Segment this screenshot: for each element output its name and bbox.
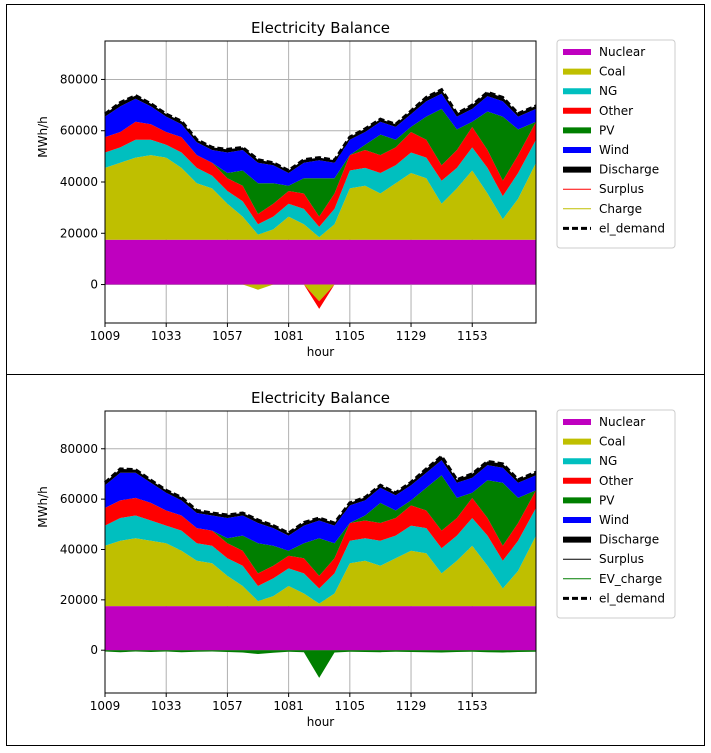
legend-label: Other [599,474,633,488]
x-tick-label: 1105 [335,329,366,343]
legend-label: Nuclear [599,45,645,59]
legend-label: NG [599,84,617,98]
legend-label: el_demand [599,591,665,605]
legend-label: Other [599,104,633,118]
x-tick-label: 1153 [457,699,488,713]
y-tick-label: 40000 [60,542,98,556]
legend-label: PV [599,493,615,507]
y-tick-label: 20000 [60,226,98,240]
x-tick-label: 1153 [457,329,488,343]
x-tick-label: 1009 [90,329,121,343]
legend-label: Discharge [599,533,659,547]
chart-svg-bottom: Electricity Balance 1009 1033 1057 1081 1105 1… [36,389,676,729]
area-ev-charge [105,650,536,678]
y-tick-label: 80000 [60,442,98,456]
el-demand-line [104,87,537,173]
area-nuclear [105,239,536,285]
area-other [105,121,536,227]
el-demand-line [103,454,537,535]
area-nuclear [105,606,536,651]
x-tick-label: 1057 [212,699,243,713]
area-ng [105,139,536,238]
legend-label: Nuclear [599,415,645,429]
area-pv [105,475,536,576]
y-axis-label: MWh/h [36,486,50,527]
chart-title: Electricity Balance [251,389,390,407]
x-tick-label: 1081 [273,699,304,713]
area-wind [105,460,536,551]
area-other [105,490,536,589]
area-surplus [105,284,536,309]
area-wind [105,93,536,186]
chart-panel-top: Electricity Balance 1009 1033 1057 1081 1105 1… [6,4,705,376]
chart-svg-top: Electricity Balance 1009 1033 1057 1081 1105 1… [36,19,676,359]
y-tick-label: 0 [90,278,98,292]
legend-label: PV [599,123,615,137]
area-coal [105,535,536,607]
x-tick-label: 1105 [335,699,366,713]
legend-label: Surplus [599,552,644,566]
legend-label: Charge [599,202,642,216]
legend-label: Coal [599,65,625,79]
chart-panel-bottom: Electricity Balance 1009 1033 1057 1081 1105 1… [6,374,705,746]
area-ng [105,507,536,604]
x-tick-label: 1081 [273,329,304,343]
y-tick-label: 60000 [60,492,98,506]
x-tick-label: 1129 [396,329,427,343]
x-tick-label: 1057 [212,329,243,343]
y-axis-label: MWh/h [36,116,50,157]
legend-label: NG [599,454,617,468]
area-pv [105,108,536,217]
y-tick-label: 20000 [60,593,98,607]
chart-title: Electricity Balance [251,19,390,37]
legend-label: Surplus [599,182,644,196]
x-tick-label: 1009 [90,699,121,713]
legend-label: el_demand [599,221,665,235]
y-tick-label: 40000 [60,175,98,189]
area-coal [105,155,536,240]
area-charge [105,284,536,302]
legend-label: Discharge [599,163,659,177]
x-tick-label: 1033 [151,329,182,343]
area-discharge [105,456,536,536]
legend-label: Wind [599,513,629,527]
x-axis-label: hour [307,345,335,359]
y-tick-label: 0 [90,643,98,657]
legend-label: Wind [599,143,629,157]
x-tick-label: 1129 [396,699,427,713]
y-tick-label: 60000 [60,124,98,138]
y-tick-label: 80000 [60,72,98,86]
x-tick-label: 1033 [151,699,182,713]
x-axis-label: hour [307,715,335,729]
legend-label: EV_charge [599,572,662,586]
legend-label: Coal [599,435,625,449]
plot-frame [104,410,537,694]
